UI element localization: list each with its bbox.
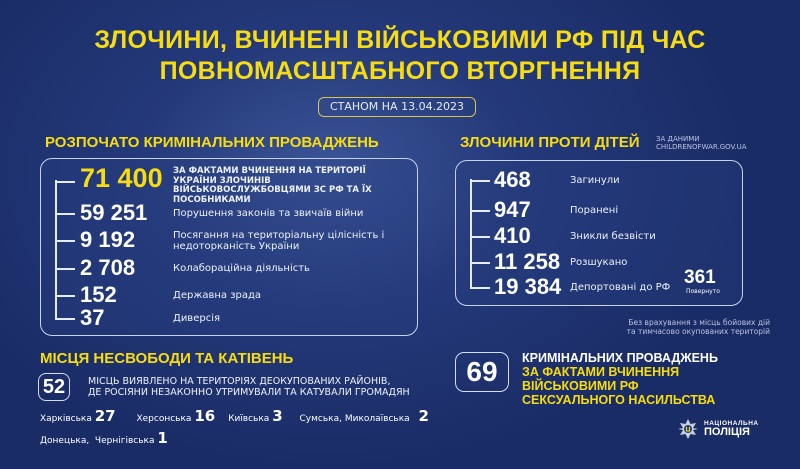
proceeding-label: Державна зрада bbox=[173, 290, 262, 301]
proceeding-label: Посягання на територіальну цілісність і … bbox=[173, 230, 385, 252]
proceeding-label: ЗА ФАКТАМИ ВЧИНЕННЯ НА ТЕРИТОРІЇ УКРАЇНИ… bbox=[173, 166, 372, 205]
torture-text: МІСЦЬ ВИЯВЛЕНО НА ТЕРИТОРІЯХ ДЕОКУПОВАНИ… bbox=[88, 376, 410, 398]
children-value: 19 384 bbox=[494, 274, 562, 299]
proceeding-value: 152 bbox=[80, 282, 117, 307]
children-value: 11 258 bbox=[494, 249, 561, 274]
proceeding-label: Диверсія bbox=[173, 313, 220, 324]
proceeding-label: Порушення законів та звичаїв війни bbox=[173, 208, 364, 219]
sexual-violence-text: КРИМІНАЛЬНИХ ПРОВАДЖЕНЬ ЗА ФАКТАМИ ВЧИНЕН… bbox=[522, 351, 718, 407]
bracket-tick bbox=[55, 318, 75, 320]
sexual-violence-count: 69 bbox=[455, 352, 509, 392]
returned-value: 361 bbox=[684, 267, 716, 288]
bracket-tick bbox=[55, 268, 75, 270]
region-value: 2 bbox=[418, 407, 429, 425]
torture-count: 52 bbox=[38, 373, 70, 401]
proceeding-label: Колабораційна діяльність bbox=[173, 263, 310, 274]
proceeding-value: 2 708 bbox=[80, 255, 136, 280]
region-name: Донецька, Чернігівська bbox=[40, 436, 155, 446]
bracket-tick bbox=[55, 213, 75, 215]
region-value: 1 bbox=[157, 429, 168, 447]
proceedings-title: РОЗПОЧАТО КРИМІНАЛЬНИХ ПРОВАДЖЕНЬ bbox=[45, 134, 379, 151]
torture-title: МІСЦЯ НЕСВОБОДИ ТА КАТІВЕНЬ bbox=[40, 350, 294, 367]
children-value: 410 bbox=[494, 223, 531, 248]
bracket-tick bbox=[470, 210, 490, 212]
police-star-icon bbox=[678, 419, 698, 439]
proceeding-value: 9 192 bbox=[80, 227, 136, 252]
bracket-tick bbox=[55, 181, 75, 183]
proceedings-box bbox=[40, 158, 418, 336]
region-name: Херсонська bbox=[136, 414, 192, 424]
children-label: Зникли безвісти bbox=[570, 231, 656, 242]
bracket-tick bbox=[470, 262, 490, 264]
police-logo: НАЦІОНАЛЬНА ПОЛІЦІЯ bbox=[678, 419, 759, 439]
bracket-line bbox=[55, 180, 57, 318]
children-note: Без врахування з місць бойових дій та тим… bbox=[626, 318, 770, 336]
bracket-tick bbox=[470, 236, 490, 238]
regions-row-2: Донецька, Чернігівська 1 bbox=[40, 429, 168, 447]
date-badge: СТАНОМ НА 13.04.2023 bbox=[318, 97, 476, 117]
proceeding-value: 71 400 bbox=[80, 163, 163, 193]
children-label: Депортовані до РФ bbox=[570, 282, 671, 293]
region-value: 16 bbox=[194, 407, 216, 425]
children-label: Поранені bbox=[570, 205, 619, 216]
children-title: ЗЛОЧИНИ ПРОТИ ДІТЕЙ bbox=[460, 134, 640, 151]
bracket-tick bbox=[470, 180, 490, 182]
regions-row-1: Харківська 27 Херсонська 16 Київська 3 С… bbox=[40, 407, 429, 425]
proceeding-value: 37 bbox=[80, 305, 105, 330]
source-note: ЗА ДАНИМИ CHILDRENOFWAR.GOV.UA bbox=[656, 135, 747, 151]
bracket-line bbox=[470, 179, 472, 287]
region-name: Сумська, Миколаївська bbox=[299, 414, 410, 424]
proceeding-value: 59 251 bbox=[80, 200, 148, 225]
returned-label: Повернуто bbox=[686, 288, 720, 295]
children-value: 947 bbox=[494, 197, 531, 222]
region-name: Київська bbox=[228, 414, 270, 424]
page-title: ЗЛОЧИНИ, ВЧИНЕНІ ВІЙСЬКОВИМИ РФ ПІД ЧАС П… bbox=[94, 26, 706, 85]
bracket-tick bbox=[55, 240, 75, 242]
region-value: 27 bbox=[94, 407, 116, 425]
region-name: Харківська bbox=[40, 414, 92, 424]
children-label: Розшукано bbox=[570, 257, 628, 268]
children-box bbox=[455, 160, 743, 306]
children-value: 468 bbox=[494, 167, 531, 192]
bracket-tick bbox=[470, 287, 490, 289]
bracket-tick bbox=[55, 295, 75, 297]
region-value: 3 bbox=[272, 407, 283, 425]
children-label: Загинули bbox=[570, 175, 620, 186]
